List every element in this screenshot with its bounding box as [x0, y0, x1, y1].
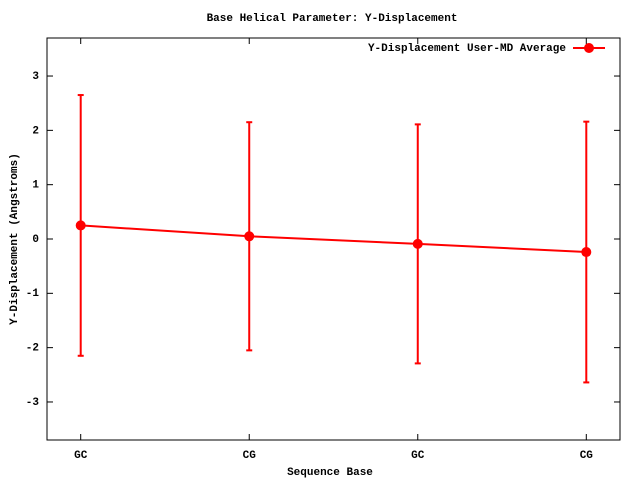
x-tick-label: CG — [580, 450, 594, 462]
y-tick-label: 0 — [32, 234, 39, 246]
y-tick-label: -3 — [26, 397, 40, 409]
point — [581, 247, 592, 258]
y-tick-label: 3 — [32, 71, 39, 83]
y-tick-label: -1 — [26, 288, 40, 300]
legend-marker — [584, 43, 594, 53]
y-tick-label: 1 — [32, 180, 39, 192]
series-line — [80, 224, 587, 254]
x-tick-label: CG — [243, 450, 257, 462]
chart-title: Base Helical Parameter: Y-Displacement — [207, 13, 458, 25]
y-axis-label: Y-Displacement (Angstroms) — [9, 153, 21, 325]
x-axis-label: Sequence Base — [287, 467, 373, 479]
x-tick-label: GC — [411, 450, 425, 462]
point — [412, 238, 423, 249]
point — [244, 231, 255, 242]
y-tick-label: -2 — [26, 343, 39, 355]
point — [75, 220, 86, 231]
x-tick-label: GC — [74, 450, 88, 462]
y-tick-label: 2 — [32, 125, 39, 137]
legend-label: Y-Displacement User-MD Average — [368, 43, 566, 55]
